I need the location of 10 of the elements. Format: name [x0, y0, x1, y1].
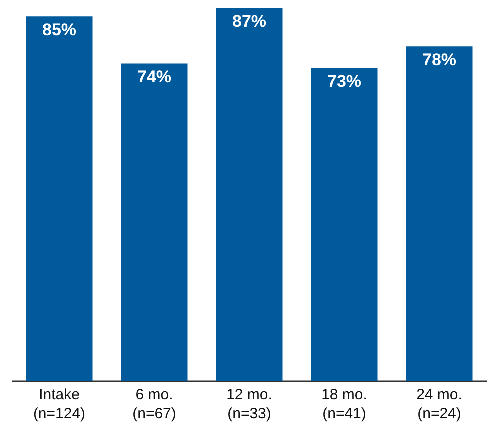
data-label: 74% [137, 68, 172, 87]
x-tick-label: 18 mo. (n=41) [322, 386, 368, 422]
x-tick-label: 12 mo. (n=33) [226, 386, 272, 422]
x-tick-label: 24 mo. (n=24) [416, 386, 462, 422]
data-label: 73% [327, 72, 362, 92]
data-label: 78% [422, 50, 457, 70]
x-tick-label: 6 mo. (n=67) [132, 386, 176, 422]
data-label: 87% [232, 12, 267, 31]
x-tick-label: Intake (n=124) [33, 386, 86, 422]
data-label: 85% [42, 20, 77, 40]
